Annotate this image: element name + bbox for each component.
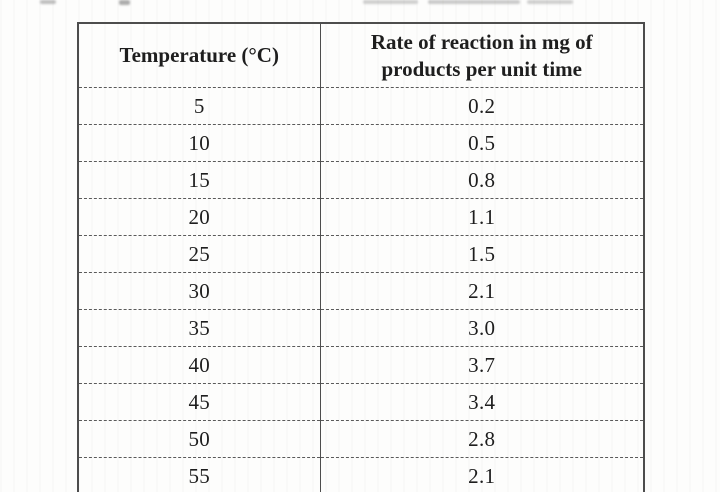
temperature-cell: 35 bbox=[78, 309, 320, 347]
rate-cell: 0.8 bbox=[319, 161, 644, 199]
table-body: 5 0.2 10 0.5 15 0.8 20 1.1 25 1.5 30 2.1 35 3.0 40 3.7 4… bbox=[78, 87, 644, 492]
table-row: 25 1.5 bbox=[78, 235, 644, 273]
temperature-cell: 5 bbox=[78, 87, 320, 125]
temperature-cell: 50 bbox=[78, 420, 320, 458]
temperature-cell: 40 bbox=[78, 346, 320, 384]
rate-cell: 3.0 bbox=[319, 309, 644, 347]
rate-cell: 0.5 bbox=[319, 124, 644, 162]
table-row: 50 2.8 bbox=[78, 420, 644, 458]
rate-cell: 2.1 bbox=[319, 272, 644, 310]
temperature-cell: 20 bbox=[78, 198, 320, 236]
cropped-text-remnant bbox=[363, 0, 418, 4]
table-row: 10 0.5 bbox=[78, 124, 644, 162]
rate-cell: 1.1 bbox=[319, 198, 644, 236]
table-row: 15 0.8 bbox=[78, 161, 644, 199]
rate-cell: 2.8 bbox=[319, 420, 644, 458]
temperature-cell: 30 bbox=[78, 272, 320, 310]
rate-column-header: Rate of reaction in mg of products per u… bbox=[319, 23, 644, 88]
header-row: Temperature (°C) Rate of reaction in mg … bbox=[78, 23, 644, 88]
table-row: 35 3.0 bbox=[78, 309, 644, 347]
reaction-rate-table: Temperature (°C) Rate of reaction in mg … bbox=[77, 22, 645, 492]
cropped-text-remnant bbox=[119, 0, 130, 5]
table-row: 40 3.7 bbox=[78, 346, 644, 384]
rate-cell: 0.2 bbox=[319, 87, 644, 125]
temperature-cell: 10 bbox=[78, 124, 320, 162]
rate-cell: 2.1 bbox=[319, 457, 644, 492]
temperature-cell: 45 bbox=[78, 383, 320, 421]
rate-cell: 3.7 bbox=[319, 346, 644, 384]
table-row: 20 1.1 bbox=[78, 198, 644, 236]
rate-column-label-line1: Rate of reaction in mg of bbox=[370, 30, 593, 55]
temperature-column-label: Temperature (°C) bbox=[119, 43, 279, 68]
table-header: Temperature (°C) Rate of reaction in mg … bbox=[78, 23, 644, 88]
temperature-cell: 55 bbox=[78, 457, 320, 492]
table-row: 5 0.2 bbox=[78, 87, 644, 125]
table-row: 45 3.4 bbox=[78, 383, 644, 421]
cropped-text-remnant bbox=[527, 0, 573, 4]
table-row: 30 2.1 bbox=[78, 272, 644, 310]
table-row: 55 2.1 bbox=[78, 457, 644, 492]
temperature-cell: 25 bbox=[78, 235, 320, 273]
rate-cell: 3.4 bbox=[319, 383, 644, 421]
temperature-column-header: Temperature (°C) bbox=[78, 23, 320, 88]
temperature-cell: 15 bbox=[78, 161, 320, 199]
rate-column-label-line2: products per unit time bbox=[381, 56, 582, 81]
cropped-text-remnant bbox=[428, 0, 520, 4]
rate-cell: 1.5 bbox=[319, 235, 644, 273]
cropped-text-remnant bbox=[40, 0, 56, 4]
